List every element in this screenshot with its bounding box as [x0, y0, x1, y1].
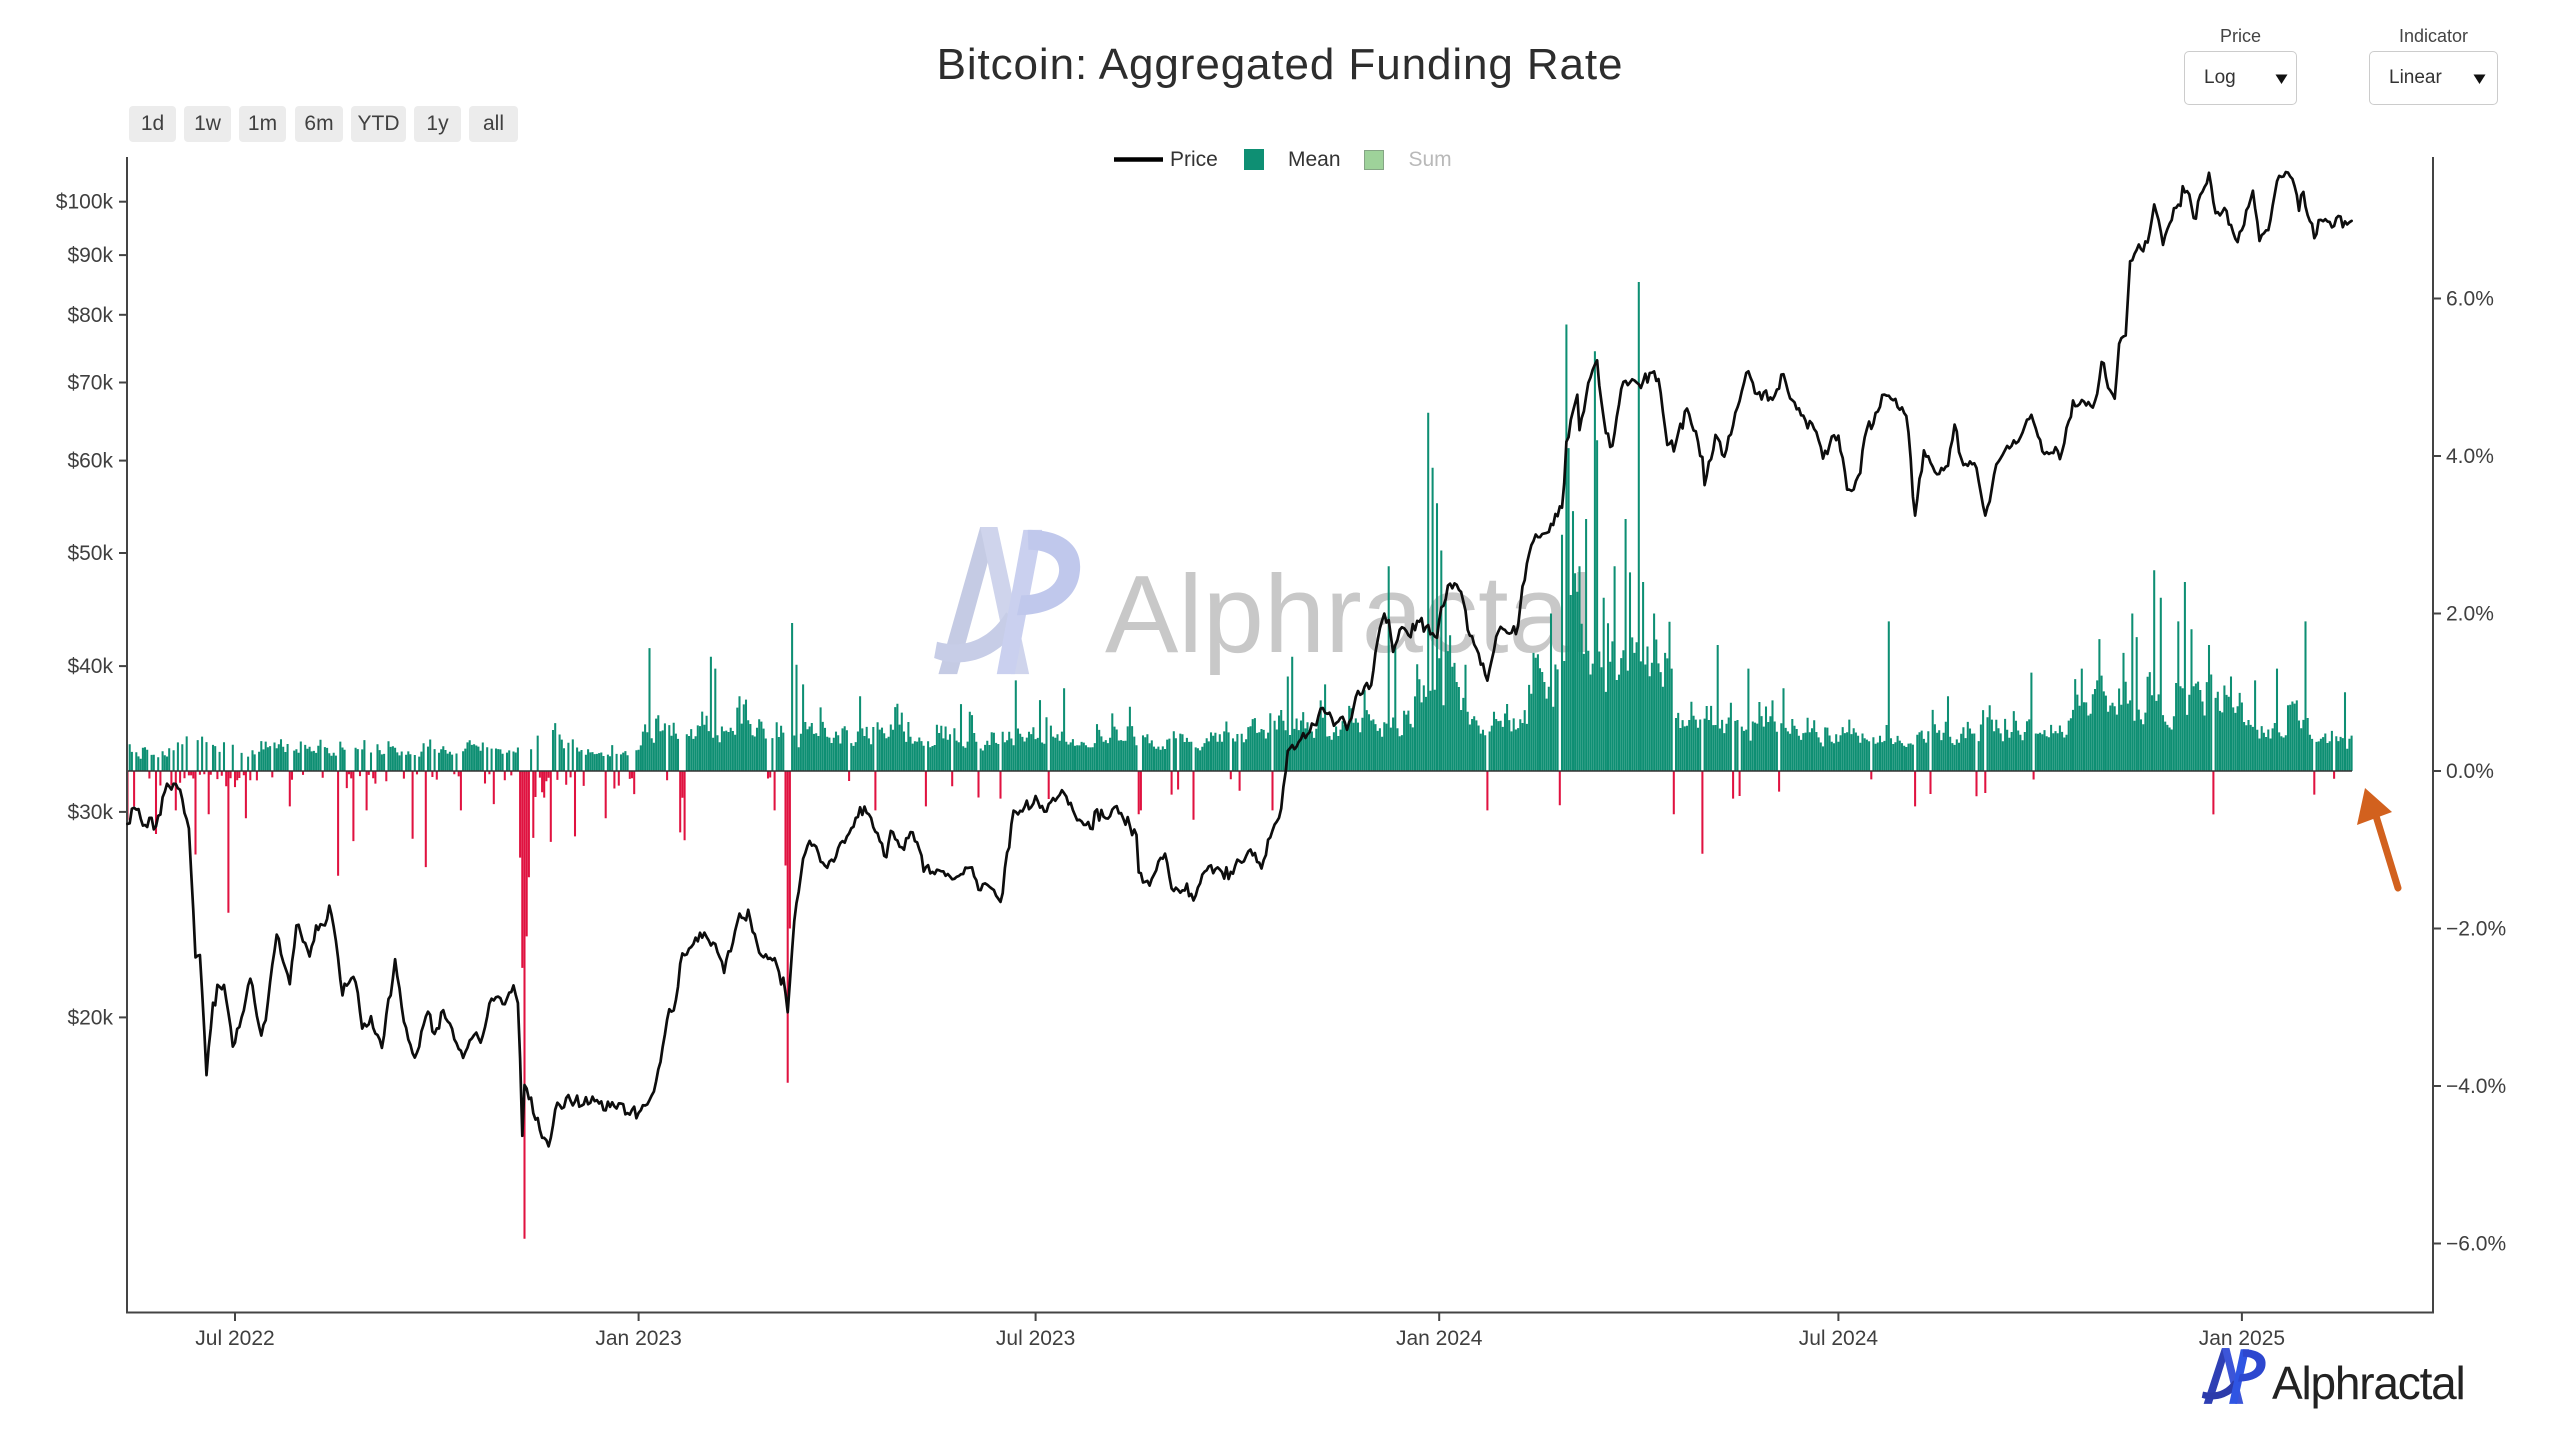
svg-text:6.0%: 6.0%	[2446, 288, 2494, 311]
svg-text:Alphractal: Alphractal	[1105, 553, 1594, 676]
svg-text:Jul 2022: Jul 2022	[195, 1327, 274, 1350]
svg-text:$30k: $30k	[67, 801, 113, 824]
svg-text:−2.0%: −2.0%	[2446, 918, 2506, 941]
svg-text:−4.0%: −4.0%	[2446, 1075, 2506, 1098]
svg-text:Jul 2024: Jul 2024	[1799, 1327, 1879, 1350]
svg-text:$50k: $50k	[67, 542, 113, 565]
svg-text:$20k: $20k	[67, 1006, 113, 1029]
svg-text:Jan 2024: Jan 2024	[1396, 1327, 1483, 1350]
svg-text:0.0%: 0.0%	[2446, 760, 2494, 783]
svg-text:$60k: $60k	[67, 450, 113, 473]
svg-text:Jul 2023: Jul 2023	[996, 1327, 1075, 1350]
svg-text:Jan 2023: Jan 2023	[595, 1327, 681, 1350]
svg-text:$70k: $70k	[67, 372, 113, 395]
svg-text:2.0%: 2.0%	[2446, 603, 2494, 626]
svg-text:Alphractal: Alphractal	[2272, 1357, 2465, 1409]
svg-text:$90k: $90k	[67, 244, 113, 267]
svg-text:−6.0%: −6.0%	[2446, 1233, 2506, 1256]
svg-text:4.0%: 4.0%	[2446, 445, 2494, 468]
svg-text:$80k: $80k	[67, 304, 113, 327]
svg-text:$100k: $100k	[56, 191, 114, 214]
svg-text:$40k: $40k	[67, 655, 113, 678]
svg-text:Jan 2025: Jan 2025	[2199, 1327, 2285, 1350]
